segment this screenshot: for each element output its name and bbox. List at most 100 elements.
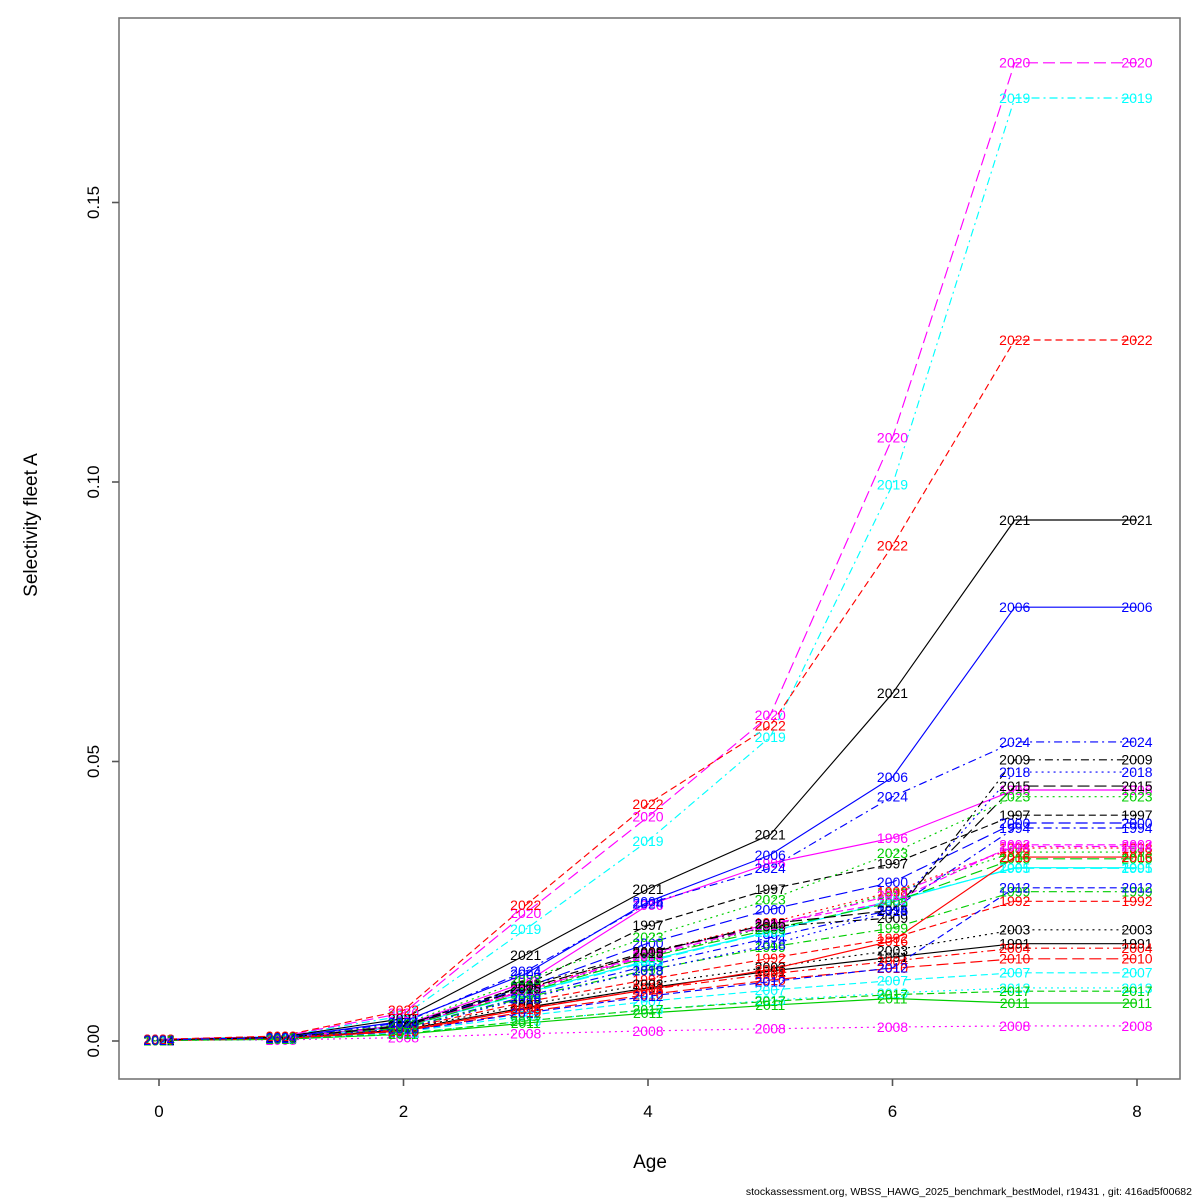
series-label-2003-age-3: 2003 bbox=[510, 997, 541, 1013]
series-label-2009-age-2: 2009 bbox=[388, 1017, 419, 1033]
series-label-2009-age-5: 2009 bbox=[755, 918, 786, 934]
series-label-2010-age-8: 2010 bbox=[1121, 951, 1152, 967]
series-label-2001-age-3: 2001 bbox=[510, 985, 541, 1001]
series-label-2024-age-6: 2024 bbox=[877, 789, 908, 805]
series-label-2016-age-0: 2016 bbox=[143, 1032, 174, 1048]
series-label-1996-age-6: 1996 bbox=[877, 830, 908, 846]
series-label-2003-age-8: 2003 bbox=[1121, 922, 1152, 938]
series-label-2005-age-8: 2005 bbox=[1121, 851, 1152, 867]
series-label-2004-age-7: 2004 bbox=[999, 940, 1030, 956]
series-label-1996-age-0: 1996 bbox=[143, 1032, 174, 1048]
series-label-2005-age-3: 2005 bbox=[510, 984, 541, 1000]
series-label-2003-age-4: 2003 bbox=[632, 976, 663, 992]
series-label-2001-age-2: 2001 bbox=[388, 1019, 419, 1035]
series-label-2014-age-3: 2014 bbox=[510, 982, 541, 998]
series-label-2021-age-3: 2021 bbox=[510, 947, 541, 963]
series-label-2009-age-8: 2009 bbox=[1121, 752, 1152, 768]
series-label-2023-age-2: 2023 bbox=[388, 1016, 419, 1032]
series-label-2002-age-6: 2002 bbox=[877, 894, 908, 910]
series-label-2000-age-8: 2000 bbox=[1121, 815, 1152, 831]
series-label-2004-age-5: 2004 bbox=[755, 966, 786, 982]
series-label-2008-age-4: 2008 bbox=[632, 1023, 663, 1039]
y-tick-label: 0.00 bbox=[84, 1024, 103, 1057]
series-label-2007-age-6: 2007 bbox=[877, 973, 908, 989]
series-label-1999-age-4: 1999 bbox=[632, 962, 663, 978]
series-label-1993-age-8: 1993 bbox=[1121, 844, 1152, 860]
series-label-1992-age-3: 1992 bbox=[510, 994, 541, 1010]
series-label-2004-age-1: 2004 bbox=[266, 1030, 297, 1046]
series-line-2018 bbox=[158, 771, 1137, 1041]
series-label-2008-age-5: 2008 bbox=[755, 1021, 786, 1037]
series-label-2016-age-6: 2016 bbox=[877, 933, 908, 949]
series-label-1991-age-8: 1991 bbox=[1121, 936, 1152, 952]
series-label-2021-age-6: 2021 bbox=[877, 685, 908, 701]
series-line-2007 bbox=[158, 972, 1137, 1041]
series-label-2005-age-1: 2005 bbox=[266, 1030, 297, 1046]
series-label-1999-age-5: 1999 bbox=[755, 939, 786, 955]
series-label-2012-age-2: 2012 bbox=[388, 1023, 419, 1039]
series-label-2012-age-1: 2012 bbox=[266, 1031, 297, 1047]
series-label-2002-age-8: 2002 bbox=[1121, 837, 1152, 853]
series-label-1993-age-0: 1993 bbox=[143, 1032, 174, 1048]
series-line-1992 bbox=[158, 900, 1137, 1041]
series-label-2004-age-2: 2004 bbox=[388, 1022, 419, 1038]
series-label-2010-age-3: 2010 bbox=[510, 1004, 541, 1020]
series-line-2019 bbox=[158, 97, 1137, 1040]
series-label-2014-age-0: 2014 bbox=[143, 1032, 174, 1048]
y-tick-label: 0.15 bbox=[84, 186, 103, 219]
series-label-2008-age-2: 2008 bbox=[388, 1030, 419, 1046]
series-label-2018-age-3: 2018 bbox=[510, 990, 541, 1006]
series-label-1998-age-7: 1998 bbox=[999, 840, 1030, 856]
series-line-2013 bbox=[158, 987, 1137, 1041]
x-tick-label: 8 bbox=[1132, 1102, 1141, 1121]
series-label-2003-age-6: 2003 bbox=[877, 942, 908, 958]
series-label-2017-age-8: 2017 bbox=[1121, 983, 1152, 999]
series-label-2008-age-8: 2008 bbox=[1121, 1018, 1152, 1034]
series-line-2002 bbox=[158, 844, 1137, 1041]
series-label-1997-age-7: 1997 bbox=[999, 807, 1030, 823]
series-label-2023-age-1: 2023 bbox=[266, 1030, 297, 1046]
series-label-2015-age-6: 2015 bbox=[877, 902, 908, 918]
series-label-2019-age-5: 2019 bbox=[755, 729, 786, 745]
series-label-1992-age-8: 1992 bbox=[1121, 893, 1152, 909]
series-label-2005-age-4: 2005 bbox=[632, 949, 663, 965]
series-label-2019-age-4: 2019 bbox=[632, 833, 663, 849]
series-label-2013-age-0: 2013 bbox=[143, 1032, 174, 1048]
series-label-2012-age-4: 2012 bbox=[632, 988, 663, 1004]
series-label-2019-age-3: 2019 bbox=[510, 921, 541, 937]
series-label-2000-age-4: 2000 bbox=[632, 935, 663, 951]
series-label-2021-age-8: 2021 bbox=[1121, 512, 1152, 528]
series-line-1997 bbox=[158, 814, 1137, 1041]
series-label-2002-age-2: 2002 bbox=[388, 1018, 419, 1034]
series-label-2006-age-0: 2006 bbox=[143, 1032, 174, 1048]
series-label-2014-age-4: 2014 bbox=[632, 948, 663, 964]
series-label-2010-age-1: 2010 bbox=[266, 1031, 297, 1047]
y-axis-title: Selectivity fleet A bbox=[21, 453, 42, 597]
series-label-2018-age-6: 2018 bbox=[877, 903, 908, 919]
series-line-2021 bbox=[158, 519, 1137, 1041]
series-label-2003-age-1: 2003 bbox=[266, 1030, 297, 1046]
series-label-2021-age-0: 2021 bbox=[143, 1032, 174, 1048]
series-label-2023-age-0: 2023 bbox=[143, 1032, 174, 1048]
series-label-2006-age-4: 2006 bbox=[632, 894, 663, 910]
series-label-2002-age-1: 2002 bbox=[266, 1030, 297, 1046]
series-label-2005-age-5: 2005 bbox=[755, 921, 786, 937]
series-label-2021-age-2: 2021 bbox=[388, 1011, 419, 1027]
series-label-2015-age-3: 2015 bbox=[510, 980, 541, 996]
series-label-2013-age-5: 2013 bbox=[755, 992, 786, 1008]
series-label-2011-age-4: 2011 bbox=[633, 1005, 663, 1021]
series-label-2024-age-2: 2024 bbox=[388, 1014, 419, 1030]
series-label-2000-age-3: 2000 bbox=[510, 979, 541, 995]
series-label-2012-age-0: 2012 bbox=[143, 1032, 174, 1048]
series-label-1996-age-4: 1996 bbox=[632, 897, 663, 913]
series-label-1993-age-2: 1993 bbox=[388, 1018, 419, 1034]
series-label-1991-age-5: 1991 bbox=[755, 963, 786, 979]
series-label-2002-age-5: 2002 bbox=[755, 916, 786, 932]
series-label-2010-age-4: 2010 bbox=[632, 987, 663, 1003]
series-label-1995-age-7: 1995 bbox=[999, 860, 1030, 876]
series-label-2023-age-6: 2023 bbox=[877, 845, 908, 861]
series-label-2009-age-0: 2009 bbox=[143, 1032, 174, 1048]
series-label-2007-age-8: 2007 bbox=[1121, 965, 1152, 981]
series-label-1994-age-0: 1994 bbox=[143, 1032, 174, 1048]
series-label-2021-age-5: 2021 bbox=[755, 827, 786, 843]
